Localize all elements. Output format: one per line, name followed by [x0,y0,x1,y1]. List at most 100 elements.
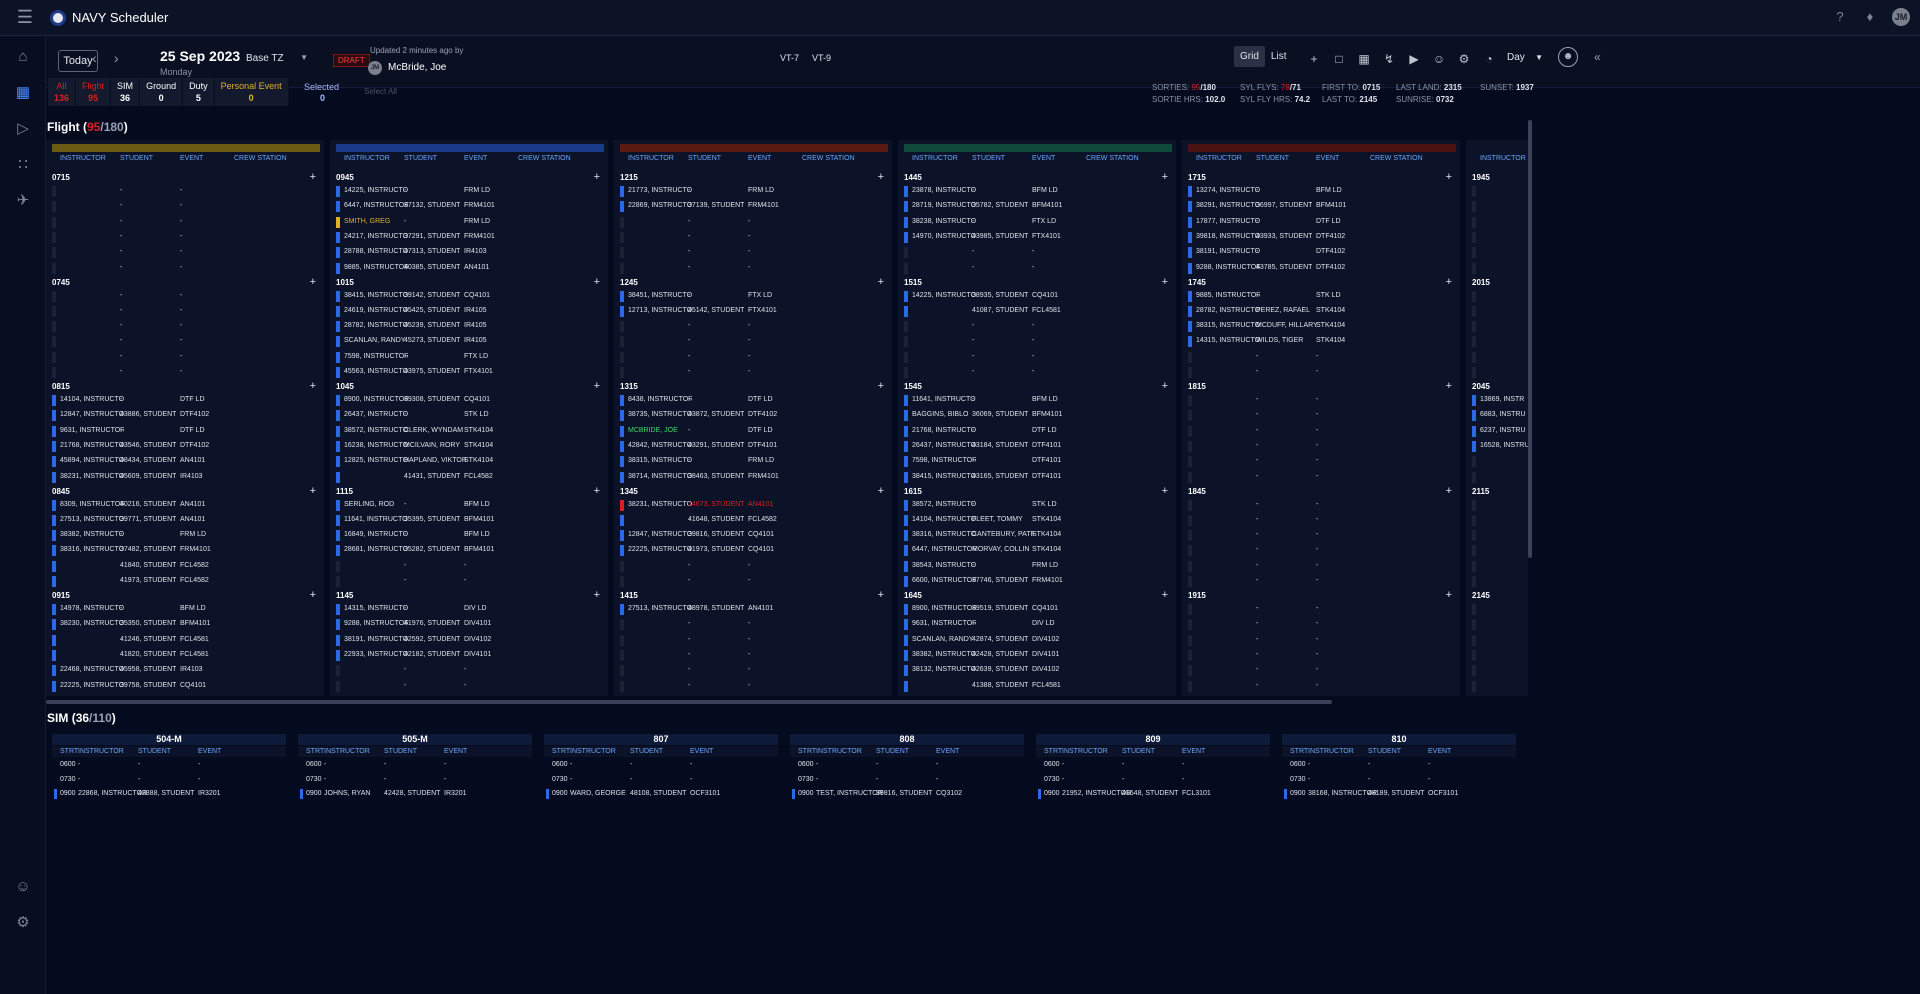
event-row[interactable]: -- [1188,513,1456,528]
event-row[interactable]: - [1472,289,1528,304]
event-row[interactable]: 41820, STUDENT FCL4581 [52,648,320,663]
event-row[interactable]: 41246, STUDENT FCL4581 [52,633,320,648]
add-event-icon[interactable]: + [1445,171,1452,183]
event-row[interactable]: 9631, INSTRUCTOR - DTF LD [52,424,320,439]
collapse-panel-icon[interactable]: « [1594,50,1601,64]
event-row[interactable]: -- [904,261,1172,276]
event-row[interactable]: 38191, INSTRUCTOR - DTF4102 [1188,245,1456,260]
event-row[interactable]: -- [52,289,320,304]
sim-event-row[interactable]: 0900 22868, INSTRUCTOR 42888, STUDENT IR320… [52,787,286,801]
event-row[interactable]: 27513, INSTRUCTOR 48978, STUDENT AN4101 [620,602,888,617]
add-event-icon[interactable]: + [1161,380,1168,392]
event-row[interactable]: -- [620,663,888,678]
gauge-icon[interactable]: ◔ [1485,52,1493,66]
event-row[interactable]: - [1472,184,1528,199]
event-row[interactable]: - [1472,648,1528,663]
event-row[interactable]: 14225, INSTRUCTOR - FRM LD [336,184,604,199]
event-row[interactable]: -- [620,559,888,574]
event-row[interactable]: 28782, INSTRUCTOR PEREZ, RAFAEL STK4104 [1188,304,1456,319]
event-row[interactable]: -- [1188,424,1456,439]
event-row[interactable]: 38572, INSTRUCTOR CLERK, WYNDAM STK4104 [336,424,604,439]
event-row[interactable]: -- [620,230,888,245]
bell-icon[interactable]: ♦ [1866,9,1874,24]
event-row[interactable]: BAGGINS, BIBLO 36069, STUDENT BFM4101 [904,408,1172,423]
event-row[interactable]: - [1472,602,1528,617]
add-icon[interactable]: + [1310,52,1318,66]
event-row[interactable]: 21768, INSTRUCTOR 43546, STUDENT DTF4102 [52,439,320,454]
event-row[interactable]: SMITH, GREG - FRM LD [336,215,604,230]
event-row[interactable]: - [1472,199,1528,214]
event-row[interactable]: -- [52,304,320,319]
sim-event-row[interactable]: 0900 21952, INSTRUCTOR 41648, STUDENT FCL31… [1036,787,1270,801]
event-row[interactable]: 38714, INSTRUCTOR 38463, STUDENT FRM4101 [620,470,888,485]
today-button[interactable]: Today [58,50,98,72]
event-row[interactable]: 8900, INSTRUCTOR 39519, STUDENT CQ4101 [904,602,1172,617]
event-row[interactable]: - [1472,454,1528,469]
range-select[interactable]: Day ▼ [1507,52,1543,63]
event-row[interactable]: 38132, INSTRUCTOR 42639, STUDENT DIV4102 [904,663,1172,678]
profile-icon[interactable]: ☻ [1558,47,1578,67]
event-row[interactable]: - [1472,470,1528,485]
add-event-icon[interactable]: + [309,589,316,601]
play-icon[interactable]: ▶ [1409,52,1419,66]
event-row[interactable]: -- [52,319,320,334]
sim-event-row[interactable]: 0730- - - [298,773,532,787]
add-event-icon[interactable]: + [593,171,600,183]
event-row[interactable]: -- [52,365,320,380]
event-row[interactable]: 38315, INSTRUCTOR - FRM LD [620,454,888,469]
event-row[interactable]: -- [620,679,888,694]
event-row[interactable]: -- [620,365,888,380]
event-row[interactable]: 26437, INSTRUCTOR - STK LD [336,408,604,423]
aircraft-icon[interactable]: ✈ [16,192,30,209]
sim-event-row[interactable]: 0600- - - [1282,758,1516,772]
event-row[interactable]: 41431, STUDENT FCL4582 [336,470,604,485]
event-row[interactable]: 6237, INSTRU [1472,424,1528,439]
user-avatar[interactable]: JM [1892,8,1910,26]
sim-event-row[interactable]: 0730- - - [1036,773,1270,787]
list-view-button[interactable]: List [1270,51,1287,62]
event-row[interactable]: 14315, INSTRUCTOR - DIV LD [336,602,604,617]
event-row[interactable]: 38382, INSTRUCTOR - FRM LD [52,528,320,543]
event-row[interactable]: 41840, STUDENT FCL4582 [52,559,320,574]
event-row[interactable]: -- [1188,470,1456,485]
timezone-select[interactable]: Base TZ ▼ [246,53,308,64]
add-event-icon[interactable]: + [309,275,316,288]
event-row[interactable]: SCANLAN, RANDY 45273, STUDENT IR4105 [336,334,604,349]
event-row[interactable]: -- [1188,454,1456,469]
event-row[interactable]: 7598, INSTRUCTOR - DTF4101 [904,454,1172,469]
event-row[interactable]: -- [620,350,888,365]
event-row[interactable]: - [1472,319,1528,334]
event-row[interactable]: - [1472,513,1528,528]
event-row[interactable]: 38415, INSTRUCTOR 43165, STUDENT DTF4101 [904,470,1172,485]
event-row[interactable]: 27513, INSTRUCTOR 39771, STUDENT AN4101 [52,513,320,528]
event-row[interactable]: - [1472,215,1528,230]
add-event-icon[interactable]: + [593,380,600,392]
event-row[interactable]: -- [904,319,1172,334]
event-row[interactable]: 45563, INSTRUCTOR 43975, STUDENT FTX4101 [336,365,604,380]
add-event-icon[interactable]: + [593,275,600,288]
event-row[interactable]: 6600, INSTRUCTOR 37746, STUDENT FRM4101 [904,574,1172,589]
horizontal-scrollbar[interactable] [46,700,1332,704]
event-row[interactable]: 21773, INSTRUCTOR - FRM LD [620,184,888,199]
add-event-icon[interactable]: + [593,589,600,601]
event-row[interactable]: -- [336,663,604,678]
event-row[interactable]: 9288, INSTRUCTOR 41976, STUDENT DIV4101 [336,617,604,632]
event-row[interactable]: -- [620,574,888,589]
add-event-icon[interactable]: + [309,171,316,183]
event-row[interactable]: -- [52,184,320,199]
add-event-icon[interactable]: + [877,589,884,601]
next-day-icon[interactable]: › [114,50,119,66]
event-row[interactable]: 28782, INSTRUCTOR 45239, STUDENT IR4105 [336,319,604,334]
filter-ground[interactable]: Ground 0 [140,78,184,106]
sim-event-row[interactable]: 0600- - - [790,758,1024,772]
event-row[interactable]: 9631, INSTRUCTOR - DIV LD [904,617,1172,632]
event-row[interactable]: 21768, INSTRUCTOR - DTF LD [904,424,1172,439]
event-row[interactable]: 38230, INSTRUCTOR 35350, STUDENT BFM4101 [52,617,320,632]
event-row[interactable]: 42842, INSTRUCTOR 43291, STUDENT DTF4101 [620,439,888,454]
sim-event-row[interactable]: 0730- - - [544,773,778,787]
event-row[interactable]: 38735, INSTRUCTOR 43872, STUDENT DTF4102 [620,408,888,423]
event-row[interactable]: -- [1188,633,1456,648]
event-row[interactable]: 14104, INSTRUCTOR FLEET, TOMMY STK4104 [904,513,1172,528]
event-row[interactable]: 38291, INSTRUCTOR 36997, STUDENT BFM4101 [1188,199,1456,214]
